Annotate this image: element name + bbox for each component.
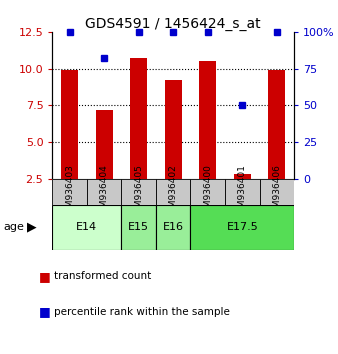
Text: GSM936400: GSM936400 <box>203 165 212 219</box>
Text: ■: ■ <box>39 270 51 282</box>
Text: E14: E14 <box>76 222 97 233</box>
Bar <box>199 61 216 179</box>
Title: GDS4591 / 1456424_s_at: GDS4591 / 1456424_s_at <box>86 17 261 31</box>
Text: GSM936405: GSM936405 <box>134 165 143 219</box>
Bar <box>234 174 251 179</box>
Bar <box>52 179 87 205</box>
Text: E16: E16 <box>163 222 184 233</box>
Bar <box>121 205 156 250</box>
Text: percentile rank within the sample: percentile rank within the sample <box>54 307 230 316</box>
Text: E17.5: E17.5 <box>226 222 258 233</box>
Text: GSM936403: GSM936403 <box>65 165 74 219</box>
Bar <box>191 205 294 250</box>
Text: ▶: ▶ <box>27 221 37 234</box>
Text: age: age <box>3 222 24 232</box>
Bar <box>87 179 121 205</box>
Bar <box>96 110 113 179</box>
Text: transformed count: transformed count <box>54 271 151 281</box>
Bar <box>165 80 182 179</box>
Bar <box>130 58 147 179</box>
Bar <box>156 179 191 205</box>
Text: E15: E15 <box>128 222 149 233</box>
Bar <box>191 179 225 205</box>
Bar <box>260 179 294 205</box>
Text: ■: ■ <box>39 305 51 318</box>
Text: GSM936402: GSM936402 <box>169 165 178 219</box>
Bar <box>156 205 191 250</box>
Bar <box>52 205 121 250</box>
Text: GSM936401: GSM936401 <box>238 165 247 219</box>
Bar <box>61 70 78 179</box>
Text: GSM936404: GSM936404 <box>100 165 109 219</box>
Bar <box>121 179 156 205</box>
Bar <box>225 179 260 205</box>
Text: GSM936406: GSM936406 <box>272 165 281 219</box>
Bar <box>268 70 285 179</box>
